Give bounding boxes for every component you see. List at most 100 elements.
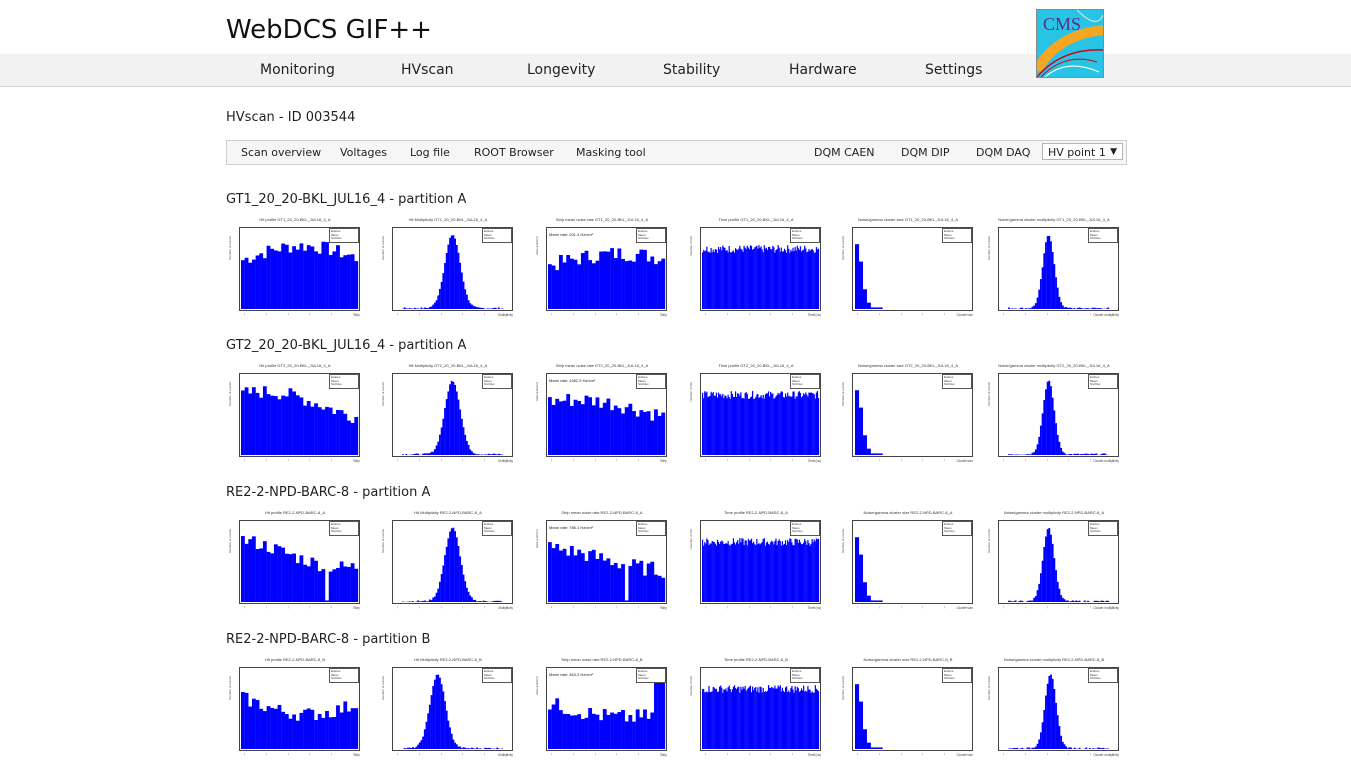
histogram-plot-strip[interactable]: Strip mean noise rate RE2-2-NPD-BARC-8_A… (533, 509, 671, 613)
histogram-bar (487, 308, 490, 309)
tab-dqm-daq[interactable]: DQM DAQ (976, 146, 1031, 159)
x-tick-mark: | (705, 605, 706, 609)
histogram-plot-clustermult[interactable]: Noise/gamma cluster multiplicity GT2_20_… (985, 362, 1123, 466)
histogram-bar (1053, 689, 1056, 749)
stats-row: Entries (792, 375, 818, 380)
tab-scan-overview[interactable]: Scan overview (241, 146, 322, 159)
x-tick-mark: | (748, 312, 750, 316)
histogram-bar (405, 308, 408, 309)
stats-label: Entries (944, 669, 954, 673)
x-tick-mark: | (244, 605, 245, 609)
histogram-plot-hit[interactable]: Hit profile GT1_20_20-BKL_JUL16_4_A Numbe… (226, 216, 364, 320)
histogram-plot-cluster[interactable]: Noise/gamma cluster size GT1_20_20-BKL_J… (839, 216, 977, 320)
histogram-bar (273, 708, 278, 749)
histogram-plot-time[interactable]: Time profile GT2_20_20-BKL_JUL16_4_A Numb… (687, 362, 825, 466)
stats-box: Entries Mean Std Dev (1088, 668, 1118, 683)
histogram-plot-time[interactable]: Time profile GT1_20_20-BKL_JUL16_4_A Numb… (687, 216, 825, 320)
site-title[interactable]: WebDCS GIF++ (226, 15, 432, 45)
histogram-bar (757, 394, 759, 455)
nav-longevity[interactable]: Longevity (527, 62, 596, 78)
histogram-bar (422, 600, 425, 602)
histogram-bar (262, 258, 267, 309)
histogram-bar (437, 674, 440, 749)
histogram-bar (811, 691, 813, 749)
histogram-bar (1048, 675, 1051, 749)
tab-voltages[interactable]: Voltages (340, 146, 387, 159)
histogram-plot-clustermult[interactable]: Noise/gamma cluster multiplicity RE2-2-N… (985, 509, 1123, 613)
histogram-plot-strip[interactable]: Strip mean noise rate RE2-2-NPD-BARC-8_B… (533, 656, 671, 760)
x-tick-mark: | (660, 605, 661, 609)
plot-frame (852, 667, 973, 751)
histogram-plot-gauss[interactable]: Hit Multiplicity GT2_20_20-BKL_JUL16_4_A… (379, 362, 517, 466)
histogram-plot-gauss[interactable]: Hit Multiplicity RE2-2-NPD-BARC-8_A Numbe… (379, 509, 517, 613)
histogram-bar (624, 407, 629, 455)
histogram-bar (1051, 678, 1054, 749)
histogram-bar (801, 544, 804, 602)
histogram-bar (1055, 702, 1057, 749)
tab-dqm-caen[interactable]: DQM CAEN (814, 146, 875, 159)
histogram-bar (325, 242, 329, 309)
histogram-bar (801, 250, 804, 309)
histogram-bar (1065, 600, 1068, 602)
histogram-plot-time[interactable]: Time profile RE2-2-NPD-BARC-8_A Number of… (687, 509, 825, 613)
tab-dqm-dip[interactable]: DQM DIP (901, 146, 950, 159)
histogram-bars (1008, 380, 1110, 455)
nav-stability[interactable]: Stability (663, 62, 721, 78)
plot-y-axis-label: Number of hits (689, 676, 693, 696)
histogram-bar (325, 406, 329, 455)
stats-label: Mean (944, 232, 952, 237)
hv-point-select[interactable]: HV point 1 ▼ (1042, 143, 1123, 160)
histogram-bar (259, 548, 264, 602)
histogram-bar (729, 545, 731, 602)
histogram-bar (1090, 453, 1093, 455)
histogram-bar (248, 539, 253, 602)
histogram-bars (241, 241, 359, 309)
histogram-plot-gauss[interactable]: Hit Multiplicity GT1_20_20-BKL_JUL16_4_A… (379, 216, 517, 320)
x-tick-mark: | (922, 458, 924, 462)
histogram-plot-strip[interactable]: Strip mean noise rate GT1_20_20-BKL_JUL1… (533, 216, 671, 320)
histogram-plot-clustermult[interactable]: Noise/gamma cluster multiplicity RE2-2-N… (985, 656, 1123, 760)
x-tick-mark: | (857, 605, 858, 609)
histogram-bar (432, 597, 435, 602)
histogram-plot-time[interactable]: Time profile RE2-2-NPD-BARC-8_B Number of… (687, 656, 825, 760)
histogram-bar (244, 257, 249, 309)
histogram-plot-cluster[interactable]: Noise/gamma cluster size RE2-2-NPD-BARC-… (839, 509, 977, 613)
histogram-plot-hit[interactable]: Hit profile RE2-2-NPD-BARC-8_A Number of … (226, 509, 364, 613)
tab-log-file[interactable]: Log file (410, 146, 450, 159)
histogram-bar (423, 729, 426, 749)
histogram-bar (796, 396, 798, 455)
stats-box: Entries Mean Std Dev (942, 374, 972, 389)
tab-root-browser[interactable]: ROOT Browser (474, 146, 554, 159)
histogram-bar (724, 395, 726, 455)
nav-monitoring[interactable]: Monitoring (260, 62, 335, 78)
histogram-bar (1014, 454, 1017, 455)
histogram-bar (418, 601, 421, 602)
nav-hardware[interactable]: Hardware (789, 62, 857, 78)
cms-logo[interactable]: CMS (1036, 9, 1104, 78)
nav-hvscan[interactable]: HVscan (401, 62, 454, 78)
histogram-bar (774, 252, 776, 309)
histogram-plot-cluster[interactable]: Noise/gamma cluster size RE2-2-NPD-BARC-… (839, 656, 977, 760)
histogram-bar (1107, 600, 1110, 602)
histogram-plot-gauss[interactable]: Hit Multiplicity RE2-2-NPD-BARC-8_B Numbe… (379, 656, 517, 760)
histogram-bar (1093, 307, 1096, 309)
histogram-bar (497, 307, 500, 309)
histogram-bar (710, 543, 712, 602)
histogram-bar (464, 747, 467, 749)
histogram-bar (1065, 746, 1068, 749)
histogram-plot-cluster[interactable]: Noise/gamma cluster size GT2_20_20-BKL_J… (839, 362, 977, 466)
stats-row: Mean (792, 526, 818, 531)
histogram-plot-clustermult[interactable]: Noise/gamma cluster multiplicity GT1_20_… (985, 216, 1123, 320)
histogram-bar (428, 307, 431, 309)
plot-y-axis-label: Number of events (841, 529, 845, 553)
histogram-plot-strip[interactable]: Strip mean noise rate GT2_20_20-BKL_JUL1… (533, 362, 671, 466)
histogram-bar (874, 600, 879, 602)
histogram-plot-hit[interactable]: Hit profile RE2-2-NPD-BARC-8_B Number of … (226, 656, 364, 760)
histogram-plot-hit[interactable]: Hit profile GT2_20_20-BKL_JUL16_4_A Numbe… (226, 362, 364, 466)
histogram-bar (555, 543, 560, 602)
plot-x-axis-label: Time (ns) (807, 459, 821, 463)
histogram-bar (814, 541, 816, 602)
nav-settings[interactable]: Settings (925, 62, 983, 78)
histogram-bar (783, 692, 786, 749)
tab-masking-tool[interactable]: Masking tool (576, 146, 646, 159)
